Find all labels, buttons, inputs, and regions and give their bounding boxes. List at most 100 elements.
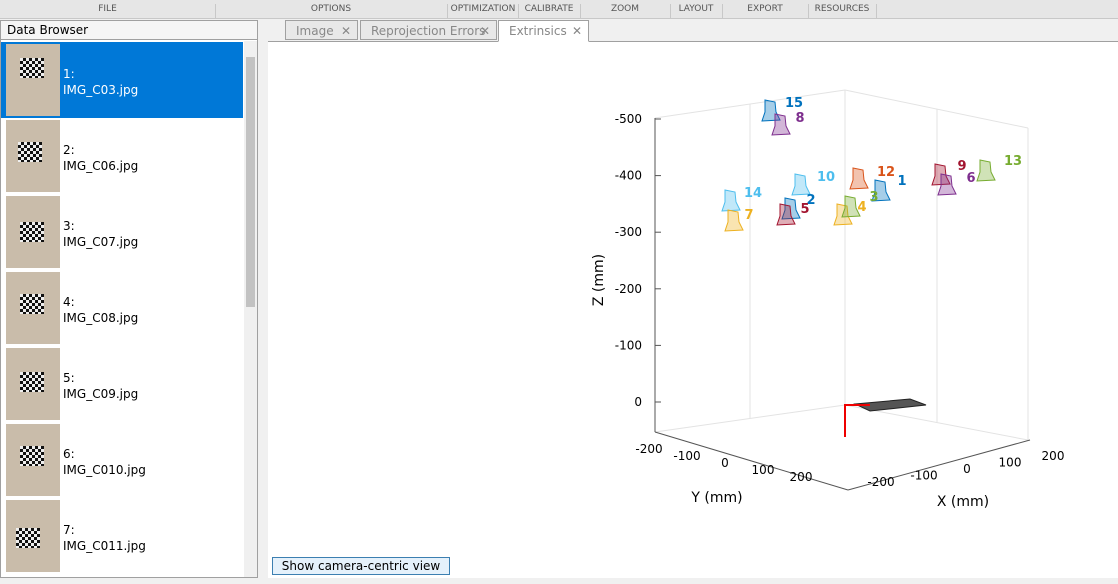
scrollbar[interactable]	[244, 41, 257, 577]
item-index: 5:	[63, 371, 75, 385]
camera-label: 15	[785, 96, 803, 111]
camera-label: 13	[1004, 154, 1022, 169]
item-index: 1:	[63, 67, 75, 81]
item-text: 4: IMG_C08.jpg	[63, 294, 138, 326]
toolstrip-section[interactable]: ZOOM	[580, 4, 671, 18]
item-filename: IMG_C07.jpg	[63, 235, 139, 249]
z-tick-label: -200	[615, 282, 642, 296]
camera-label: 1	[897, 174, 906, 189]
tab-close[interactable]: ✕	[479, 24, 490, 38]
y-tick-label: 0	[721, 456, 729, 470]
z-tick-label: -400	[615, 169, 642, 183]
camera-label: 10	[817, 170, 835, 185]
camera	[937, 173, 957, 196]
x-tick-label: -100	[910, 469, 937, 483]
image-item[interactable]: 7: IMG_C011.jpg	[1, 498, 243, 574]
tab-close[interactable]: ✕	[340, 24, 351, 38]
camera	[771, 113, 791, 136]
image-item[interactable]: 3: IMG_C07.jpg	[1, 194, 243, 270]
image-item[interactable]: 1: IMG_C03.jpg	[1, 42, 243, 118]
camera	[721, 189, 741, 212]
y-tick-label: 200	[790, 470, 813, 484]
tab-close[interactable]: ✕	[571, 24, 582, 38]
item-index: 7:	[63, 523, 75, 537]
x-tick-label: 200	[1042, 449, 1065, 463]
data-browser: Data Browser 1: IMG_C03.jpg 2: IMG_C06.jpg 3…	[0, 20, 258, 578]
camera-centric-button[interactable]: Show camera-centric view	[272, 557, 450, 575]
item-index: 3:	[63, 219, 75, 233]
toolstrip-section[interactable]: RESOURCES	[808, 4, 877, 18]
camera	[871, 179, 891, 202]
origin-axes	[844, 404, 870, 437]
camera	[791, 173, 811, 196]
camera-label: 2	[806, 193, 815, 208]
tab[interactable]: Image ✕	[285, 20, 358, 40]
panel-title: Data Browser	[1, 21, 257, 40]
camera	[841, 195, 861, 218]
x-tick-label: -200	[867, 475, 894, 489]
x-tick-label: 0	[963, 462, 971, 476]
camera-label: 6	[966, 171, 975, 186]
thumbnail	[6, 44, 60, 116]
thumbnail	[6, 500, 60, 572]
item-filename: IMG_C09.jpg	[63, 387, 139, 401]
camera-label: 12	[877, 165, 895, 180]
item-filename: IMG_C08.jpg	[63, 311, 139, 325]
camera	[849, 167, 869, 190]
item-index: 2:	[63, 143, 75, 157]
item-index: 6:	[63, 447, 75, 461]
item-text: 2: IMG_C06.jpg	[63, 142, 138, 174]
z-tick-label: -300	[615, 225, 642, 239]
image-item[interactable]: 6: IMG_C010.jpg	[1, 422, 243, 498]
toolstrip-section[interactable]: OPTIONS	[215, 4, 448, 18]
item-index: 4:	[63, 295, 75, 309]
camera	[976, 159, 996, 182]
item-filename: IMG_C03.jpg	[63, 83, 139, 97]
tab[interactable]: Reprojection Errors ✕	[360, 20, 497, 40]
item-filename: IMG_C010.jpg	[63, 463, 146, 477]
item-filename: IMG_C011.jpg	[63, 539, 146, 553]
tab[interactable]: Extrinsics ✕	[498, 20, 589, 42]
camera	[781, 197, 801, 220]
z-axis-label: Z (mm)	[591, 254, 607, 306]
tab-label-text: Extrinsics	[509, 24, 567, 38]
item-text: 6: IMG_C010.jpg	[63, 446, 146, 478]
camera-label: 5	[800, 202, 809, 217]
y-axis-label: Y (mm)	[690, 490, 742, 506]
item-text: 5: IMG_C09.jpg	[63, 370, 138, 402]
thumbnail	[6, 120, 60, 192]
checkerboard	[16, 528, 40, 548]
image-item[interactable]: 4: IMG_C08.jpg	[1, 270, 243, 346]
checkerboard	[20, 446, 44, 466]
x-axis-label: X (mm)	[937, 494, 989, 510]
thumbnail	[6, 348, 60, 420]
camera-label: 9	[957, 159, 966, 174]
checkerboard	[18, 142, 42, 162]
x-tick-label: 100	[999, 456, 1022, 470]
z-tick-label: -500	[615, 112, 642, 126]
y-tick-label: -100	[673, 449, 700, 463]
checkerboard	[20, 58, 44, 78]
toolstrip-section[interactable]: EXPORT	[722, 4, 809, 18]
toolstrip-section[interactable]: FILE	[0, 4, 216, 18]
axis-lines	[654, 118, 1031, 491]
toolstrip-section[interactable]: OPTIMIZATION	[448, 4, 519, 18]
image-item[interactable]: 5: IMG_C09.jpg	[1, 346, 243, 422]
thumbnail	[6, 196, 60, 268]
camera	[776, 203, 796, 226]
y-tick-label: -200	[635, 442, 662, 456]
z-tick-label: -100	[615, 338, 642, 352]
image-item[interactable]: 2: IMG_C06.jpg	[1, 118, 243, 194]
camera-label: 7	[744, 208, 753, 223]
z-tick-label: 0	[634, 395, 642, 409]
tab-bar: Image ✕ Reprojection Errors ✕ Extrinsics ✕	[268, 20, 1118, 42]
item-text: 7: IMG_C011.jpg	[63, 522, 146, 554]
toolstrip-section[interactable]: LAYOUT	[670, 4, 723, 18]
thumbnail	[6, 272, 60, 344]
thumbnail	[6, 424, 60, 496]
item-filename: IMG_C06.jpg	[63, 159, 139, 173]
scroll-thumb[interactable]	[246, 57, 255, 307]
checkerboard	[20, 372, 44, 392]
extrinsics-plot: Z (mm) Y (mm) X (mm) -500 -400 -300 -200 -10…	[591, 89, 1064, 510]
toolstrip-section[interactable]: CALIBRATE	[518, 4, 581, 18]
